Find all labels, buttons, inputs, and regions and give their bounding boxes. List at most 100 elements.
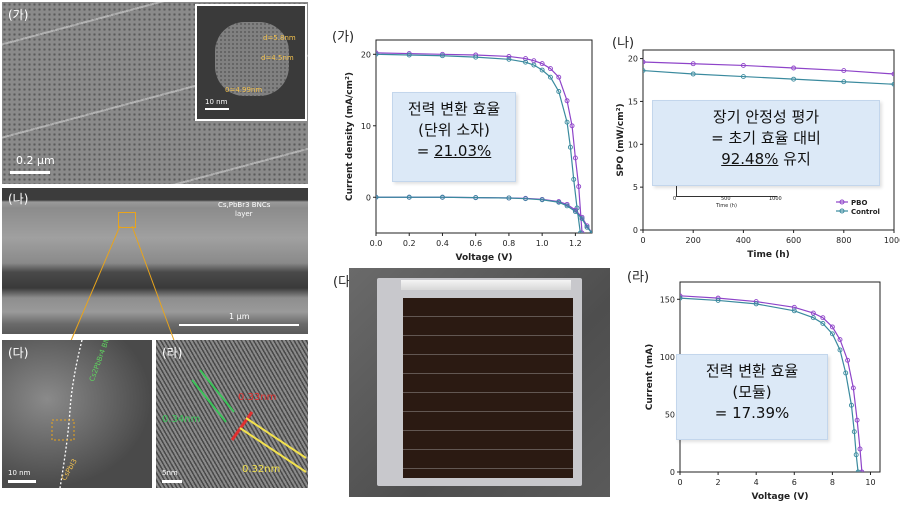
sem-cross-section: (나) Cs,PbBr3 BNCs layer 1 μm — [2, 188, 308, 334]
series-group — [643, 59, 894, 87]
panel-label-na: (나) — [612, 36, 635, 51]
data-point — [506, 56, 512, 62]
inset-tick-1: 500 — [721, 196, 731, 202]
data-point — [843, 370, 849, 376]
legend-marker — [839, 199, 845, 205]
inset-scale-bar — [205, 108, 229, 110]
data-point — [440, 194, 445, 200]
lattice-annotations — [191, 369, 307, 473]
data-point — [506, 53, 512, 59]
data-point — [841, 68, 847, 74]
y-tick-label: 5 — [633, 183, 638, 192]
data-point — [837, 347, 843, 353]
nanocrystal — [215, 22, 289, 96]
connector-lines — [69, 225, 176, 344]
data-point — [523, 59, 528, 65]
callout-na-line1: 장기 안정성 평가 — [712, 108, 820, 126]
data-point — [564, 119, 570, 125]
data-point — [406, 52, 412, 58]
data-point — [829, 331, 835, 337]
data-point — [376, 50, 379, 56]
data-point — [577, 230, 583, 233]
module-active-area — [403, 298, 573, 478]
data-point — [841, 79, 847, 85]
x-tick-label: 1.2 — [569, 239, 582, 248]
data-point — [715, 297, 721, 303]
legend-label: PBO — [851, 199, 867, 207]
panel-label-ra: (라) — [627, 270, 650, 285]
data-point — [850, 385, 856, 391]
inset-annotation-1: d=5.8nm — [263, 34, 296, 42]
data-point — [572, 155, 578, 161]
micrograph-column: (가) 0.2 μm d=5.8nm d=4.5nm 0=4.99nm 10 n… — [0, 0, 310, 509]
data-point — [891, 71, 894, 77]
data-point — [571, 176, 577, 182]
data-point — [791, 65, 797, 71]
data-point — [740, 62, 746, 68]
x-axis-label: Time (h) — [747, 250, 789, 258]
inset-tick-2: 1000 — [769, 196, 782, 202]
inset-annotation-2: d=4.5nm — [261, 54, 294, 62]
stability-chart: 0 200 400 600 800 1000 0 5 10 15 20 Time (h) SPO (mW… — [616, 49, 900, 258]
x-tick-label: 600 — [786, 236, 801, 245]
y-axis-label: SPO (mW/cm²) — [616, 103, 626, 176]
data-point — [556, 199, 562, 205]
scale-label-c: 10 nm — [8, 469, 31, 477]
series-line — [680, 297, 859, 472]
scale-label-b: 1 μm — [229, 312, 250, 321]
d-spacing-2: 0.34nm — [162, 414, 201, 425]
x-tick-label: 400 — [736, 236, 751, 245]
callout-ra-line1: 전력 변환 효율 — [705, 362, 799, 380]
data-point — [643, 59, 646, 65]
stability-inset: 0 500 1000 Time (h) — [672, 182, 782, 212]
data-point — [829, 324, 835, 330]
inset-axis-line — [676, 184, 777, 197]
data-point — [857, 446, 863, 452]
plot-frame — [375, 39, 593, 234]
x-axis-label: Voltage (V) — [456, 253, 513, 263]
module-top-contact — [401, 280, 571, 290]
hrtem-image-c: (다) Cs2PbBr4 BNCs CsPbI3 10 nm — [2, 340, 152, 488]
data-point — [690, 61, 696, 67]
data-point — [569, 123, 575, 129]
x-tick-label: 10 — [865, 478, 875, 487]
data-point — [680, 293, 683, 299]
data-point — [891, 81, 894, 87]
data-point — [837, 337, 843, 343]
y-tick-label: 0 — [670, 468, 675, 477]
y-tick-label: 10 — [628, 140, 638, 149]
data-point — [564, 203, 570, 209]
hrtem-image-d: (라) 0.33nm 0.34nm 0.32nm 5nm — [156, 340, 308, 488]
data-point — [791, 308, 797, 314]
data-point — [643, 68, 646, 74]
callout-ga-prefix: = — [416, 142, 435, 160]
data-point — [506, 195, 512, 201]
data-point — [848, 402, 854, 408]
phase-boundary — [51, 340, 83, 488]
data-point — [539, 61, 545, 67]
data-point — [564, 98, 570, 104]
x-axis-label: Voltage (V) — [752, 492, 809, 502]
d-spacing-1: 0.33nm — [238, 392, 277, 403]
callout-ga-line2: (단위 소자) — [418, 121, 490, 139]
x-tick-label: 4 — [754, 478, 759, 487]
data-point — [579, 216, 585, 222]
panel-label-micro-c: (다) — [8, 346, 29, 360]
data-point — [810, 310, 816, 316]
scale-bar-a — [10, 171, 50, 174]
data-point — [851, 429, 857, 435]
panel-label-micro-a: (가) — [8, 8, 29, 22]
data-point — [753, 301, 759, 307]
callout-ga-line1: 전력 변환 효율 — [407, 100, 501, 118]
module-photo — [349, 268, 610, 497]
callout-na-line3: 92.48% 유지 — [653, 149, 879, 170]
data-point — [579, 230, 585, 233]
callout-na-suffix: 유지 — [778, 150, 811, 168]
scale-label-d: 5nm — [162, 469, 178, 477]
tem-image-a: (가) 0.2 μm d=5.8nm d=4.5nm 0=4.99nm 10 n… — [2, 2, 308, 184]
data-point — [531, 62, 537, 68]
data-point — [690, 71, 696, 77]
x-tick-label: 2 — [716, 478, 721, 487]
legend-marker — [839, 208, 845, 214]
